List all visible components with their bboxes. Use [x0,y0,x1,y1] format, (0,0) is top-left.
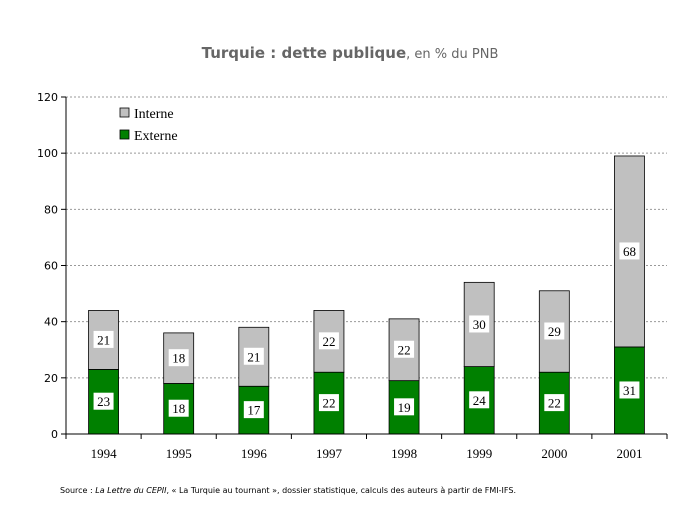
data-label-bg [619,381,640,399]
y-tick-label: 20 [44,372,58,385]
data-label-interne-1996: 21 [247,349,260,364]
data-label-externe-2001: 31 [623,383,636,398]
data-label-bg [168,349,189,367]
source-note: Source : La Lettre du CEPII, « La Turqui… [60,486,516,495]
data-label-bg [318,394,339,412]
data-label-bg [243,347,264,365]
data-label-bg [544,394,565,412]
legend-label-interne: Interne [134,107,174,122]
y-tick-label: 120 [37,91,58,104]
x-tick-label: 1994 [91,446,118,461]
data-label-bg [93,392,114,410]
legend: Interne Externe [119,107,178,144]
data-label-interne-1999: 30 [473,317,486,332]
bars: 23 21 18 18 17 21 22 22 19 22 24 30 22 29 31 68 [88,155,645,435]
data-label-bg [544,322,565,340]
y-tick-label: 0 [51,428,58,441]
data-label-interne-2001: 68 [623,244,636,259]
data-label-externe-1997: 22 [322,396,335,411]
data-label-externe-1995: 18 [172,401,185,416]
x-tick-label: 1997 [316,446,343,461]
x-tick-label: 1998 [391,446,417,461]
chart-title-rest: , en % du PNB [406,47,499,62]
chart-title: Turquie : dette publique, en % du PNB [0,44,700,62]
x-tick-label: 1999 [466,446,492,461]
data-label-interne-1998: 22 [398,342,411,357]
data-label-externe-1994: 23 [97,394,110,409]
x-tick-label: 2001 [616,446,642,461]
legend-label-externe: Externe [134,129,178,144]
data-label-bg [619,242,640,260]
data-label-bg [469,315,490,333]
data-label-externe-2000: 22 [548,396,561,411]
y-tick-label: 60 [44,260,58,273]
source-rest: , « La Turquie au tournant », dossier st… [166,486,516,495]
data-label-bg [93,330,114,348]
chart-title-main: Turquie : dette publique [201,44,407,62]
data-label-externe-1996: 17 [247,403,261,418]
data-label-bg [394,398,415,416]
y-tick-label: 40 [44,316,58,329]
data-label-bg [318,332,339,350]
data-label-interne-1995: 18 [172,351,185,366]
data-label-bg [394,340,415,358]
y-tick-label: 80 [44,203,58,216]
data-label-bg [243,401,264,419]
y-axis: 0 20 40 60 80 100 120 [37,91,67,441]
x-tick-label: 1996 [241,446,268,461]
data-label-bg [469,391,490,409]
data-label-interne-1997: 22 [322,334,335,349]
data-label-externe-1999: 24 [473,393,487,408]
source-prefix: Source : [60,486,96,495]
legend-swatch-externe [119,129,130,140]
data-label-interne-1994: 21 [97,332,110,347]
x-tick-label: 2000 [541,446,567,461]
data-label-interne-2000: 29 [548,324,561,339]
y-tick-label: 100 [37,147,58,160]
x-tick-label: 1995 [166,446,192,461]
chart: 0 20 40 60 80 100 120 23 21 18 18 17 21 22 22 19 22 24 30… [37,91,668,461]
data-label-bg [168,399,189,417]
source-publication: La Lettre du CEPII [95,486,167,495]
legend-swatch-interne [119,107,130,118]
x-axis: 1994 1995 1996 1997 1998 1999 2000 2001 [65,433,668,461]
data-label-externe-1998: 19 [398,400,411,415]
